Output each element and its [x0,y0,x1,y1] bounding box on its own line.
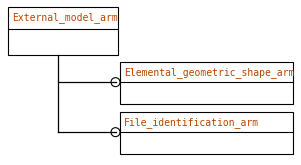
Text: Elemental_geometric_shape_arm: Elemental_geometric_shape_arm [124,67,294,78]
Circle shape [111,78,120,87]
Bar [120,62,293,104]
Bar [120,112,293,154]
Text: External_model_arm: External_model_arm [12,12,118,23]
Circle shape [111,128,120,137]
Bar [8,7,118,55]
Text: File_identification_arm: File_identification_arm [124,117,259,128]
